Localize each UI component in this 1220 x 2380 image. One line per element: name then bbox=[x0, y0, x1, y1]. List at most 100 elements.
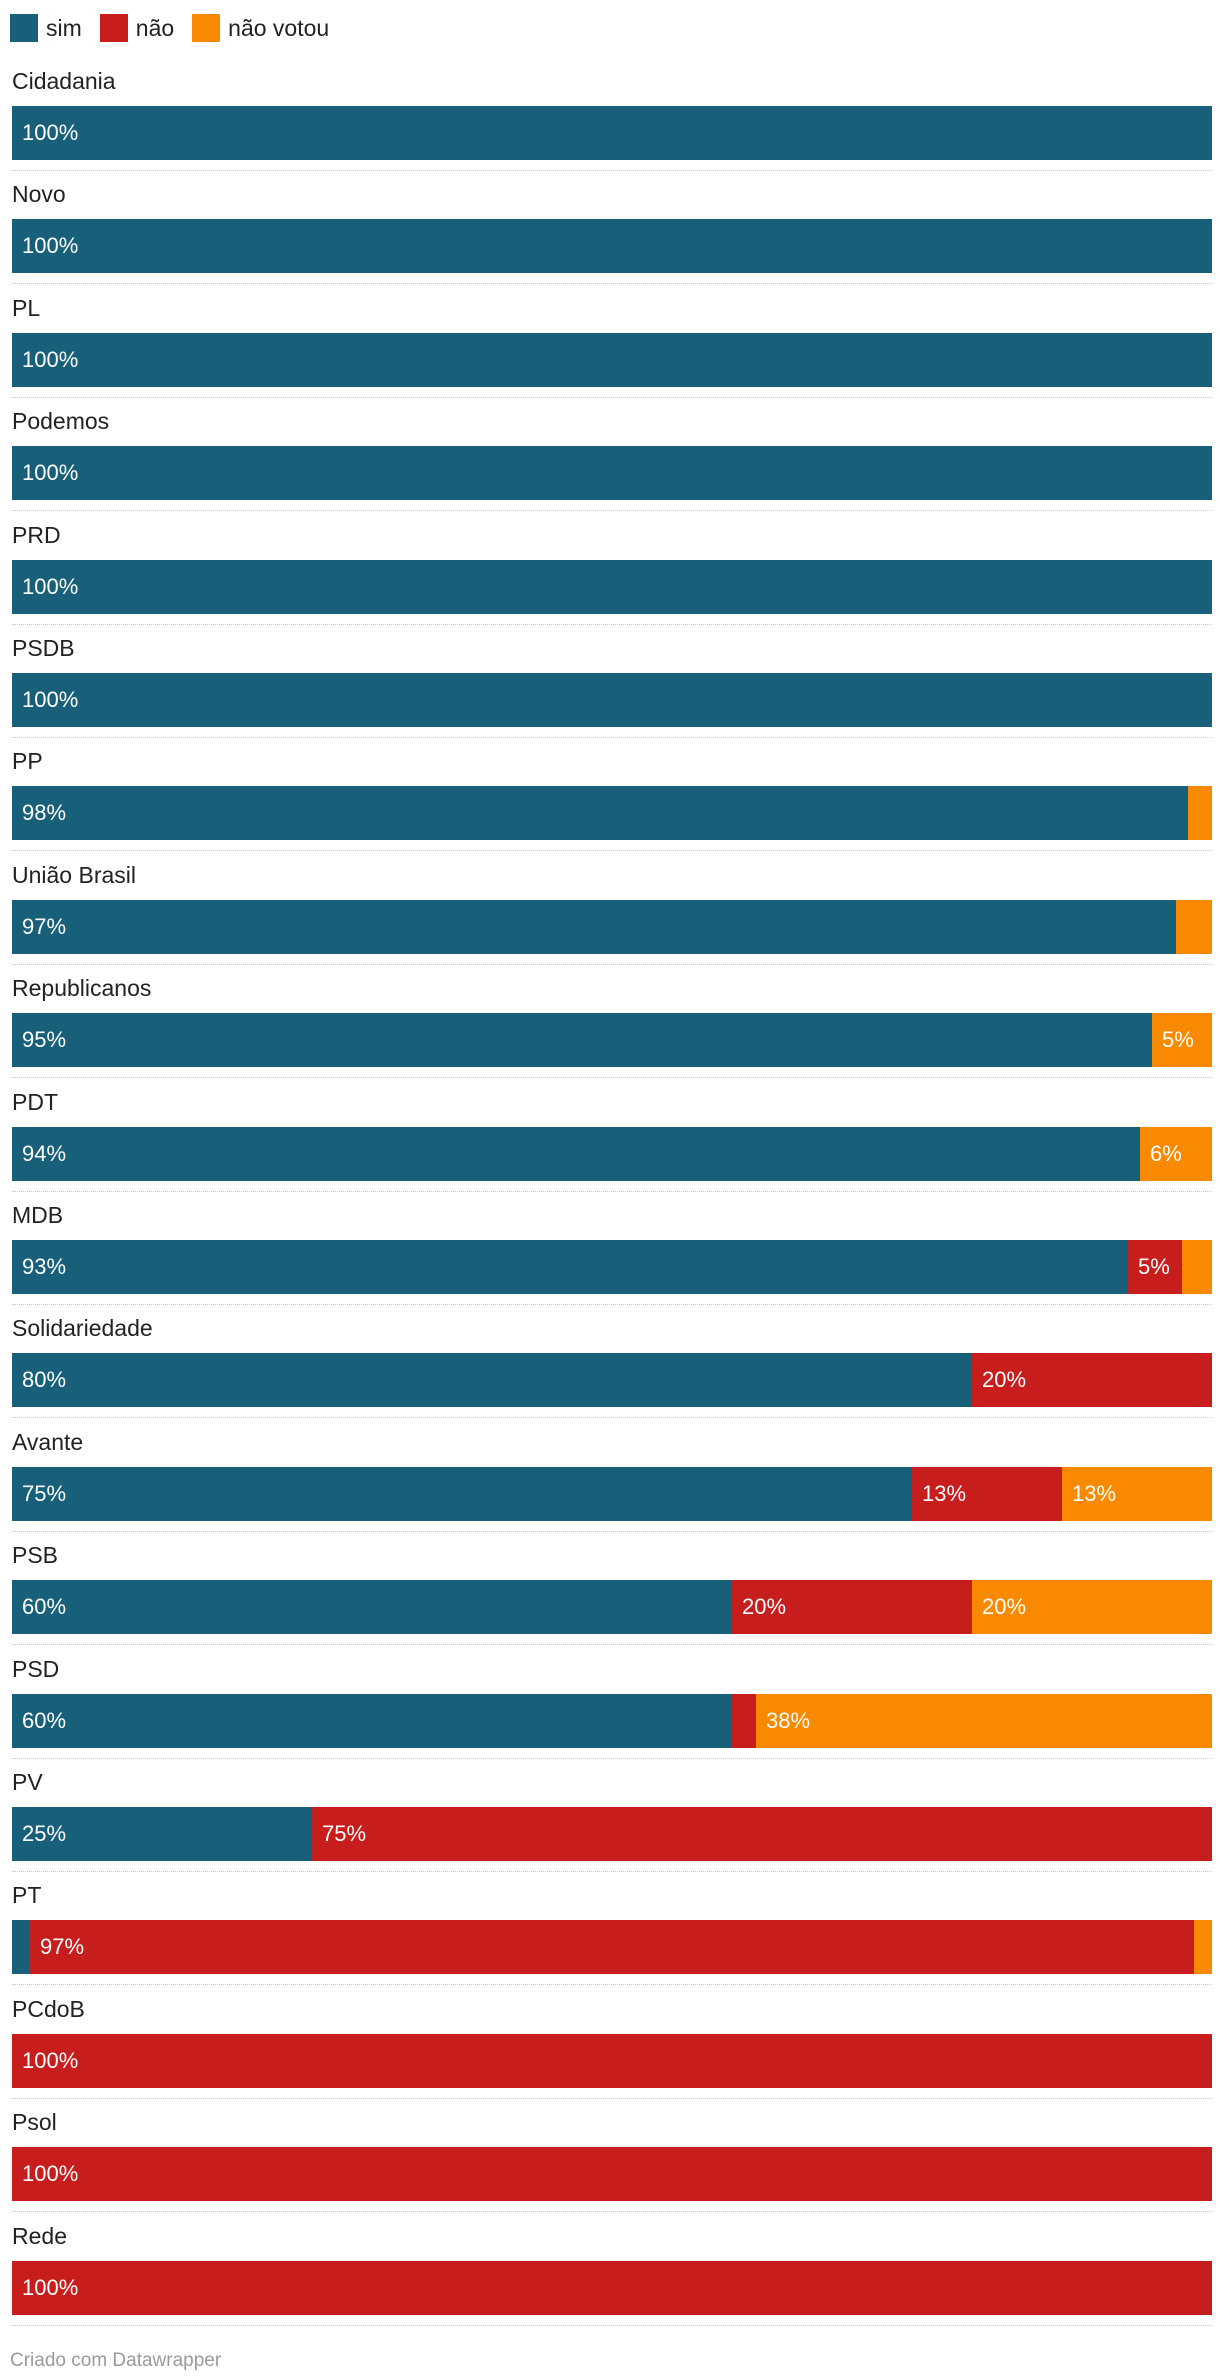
bar-segment-nao-solidariedade[interactable] bbox=[972, 1353, 1212, 1408]
bar-psb: 60% 20% 20% bbox=[12, 1580, 1212, 1635]
category-label-psd: PSD bbox=[12, 1655, 60, 1682]
legend-item-nao[interactable]: não bbox=[99, 14, 174, 42]
bar-segment-nao-psb[interactable] bbox=[732, 1580, 973, 1635]
row-separator bbox=[12, 1530, 1212, 1532]
bar-segment-sim-uniao-brasil[interactable] bbox=[12, 899, 1177, 954]
bar-segment-nao-pt[interactable] bbox=[30, 1920, 1195, 1975]
bar-novo: 100% bbox=[12, 219, 1212, 274]
row-separator bbox=[12, 1417, 1212, 1419]
bar-pp: 98% bbox=[12, 786, 1212, 841]
legend-item-nao-votou[interactable]: não votou bbox=[192, 14, 329, 42]
bar-segment-nao-rede[interactable] bbox=[12, 2260, 1212, 2315]
row-separator bbox=[12, 2211, 1212, 2213]
bar-segment-nao-votou-avante[interactable] bbox=[1062, 1466, 1212, 1521]
bar-segment-sim-novo[interactable] bbox=[12, 219, 1212, 274]
category-label-pcdob: PCdoB bbox=[12, 1995, 85, 2022]
bar-solidariedade: 80% 20% bbox=[12, 1353, 1212, 1408]
bar-segment-sim-psdb[interactable] bbox=[12, 673, 1212, 727]
bar-avante: 75% 13% 13% bbox=[12, 1466, 1212, 1521]
row-separator bbox=[12, 170, 1212, 171]
bar-rede: 100% bbox=[12, 2260, 1212, 2315]
bar-segment-nao-pcdob[interactable] bbox=[12, 2033, 1212, 2088]
row-separator bbox=[12, 1077, 1212, 1079]
data-label-sim-mdb: 93% bbox=[22, 1254, 67, 1279]
data-label-nao-votou-avante: 13% bbox=[1072, 1480, 1117, 1506]
row-separator bbox=[12, 283, 1212, 285]
bar-prd: 100% bbox=[12, 559, 1212, 614]
bar-psd: 60% 38% bbox=[12, 1693, 1212, 1748]
data-label-sim-psb: 60% bbox=[22, 1594, 67, 1620]
bar-segment-nao-votou-psb[interactable] bbox=[972, 1580, 1212, 1635]
bar-segment-nao-votou-republicanos[interactable] bbox=[1152, 1013, 1212, 1068]
bar-segment-sim-pt[interactable] bbox=[12, 1920, 31, 1975]
bar-segment-sim-cidadania[interactable] bbox=[12, 106, 1212, 160]
category-label-uniao-brasil: União Brasil bbox=[12, 861, 136, 888]
data-label-nao-pv: 75% bbox=[322, 1821, 367, 1846]
bar-segment-nao-votou-psd[interactable] bbox=[756, 1693, 1212, 1748]
legend-swatch-sim bbox=[10, 14, 38, 42]
data-label-nao-psol: 100% bbox=[22, 2161, 79, 2187]
data-label-sim-pl: 100% bbox=[22, 346, 79, 372]
bar-segment-sim-psb[interactable] bbox=[12, 1580, 733, 1635]
data-label-nao-pcdob: 100% bbox=[22, 2047, 79, 2073]
row-separator bbox=[12, 1644, 1212, 1646]
legend-swatch-nao bbox=[99, 14, 128, 42]
category-label-psdb: PSDB bbox=[12, 635, 75, 661]
bar-segment-sim-pl[interactable] bbox=[12, 332, 1212, 387]
bar-segment-sim-podemos[interactable] bbox=[12, 446, 1212, 501]
bar-segment-nao-psol[interactable] bbox=[12, 2147, 1212, 2202]
data-label-nao-avante: 13% bbox=[922, 1480, 967, 1506]
category-label-pp: PP bbox=[12, 748, 43, 775]
bar-segment-sim-republicanos[interactable] bbox=[12, 1013, 1153, 1068]
row-separator bbox=[12, 1757, 1212, 1759]
bar-segment-nao-mdb[interactable] bbox=[1128, 1240, 1183, 1294]
row-separator bbox=[12, 510, 1212, 512]
bar-segment-nao-votou-pdt[interactable] bbox=[1140, 1126, 1212, 1181]
category-label-novo: Novo bbox=[12, 181, 66, 208]
data-label-nao-votou-pdt: 6% bbox=[1150, 1140, 1182, 1166]
data-label-sim-podemos: 100% bbox=[22, 460, 79, 486]
bar-republicanos: 95% 5% bbox=[12, 1013, 1212, 1068]
bar-segment-nao-avante[interactable] bbox=[912, 1466, 1063, 1521]
data-label-sim-solidariedade: 80% bbox=[22, 1367, 67, 1393]
category-label-pdt: PDT bbox=[12, 1088, 58, 1115]
row-separator bbox=[12, 1871, 1212, 1872]
category-label-podemos: Podemos bbox=[12, 408, 110, 435]
bar-segment-sim-mdb[interactable] bbox=[12, 1240, 1129, 1294]
bar-psol: 100% bbox=[12, 2147, 1212, 2202]
bar-segment-nao-pv[interactable] bbox=[312, 1807, 1212, 1861]
bar-segment-sim-solidariedade[interactable] bbox=[12, 1353, 973, 1408]
data-label-sim-psdb: 100% bbox=[22, 687, 79, 712]
data-label-nao-pt: 97% bbox=[40, 1934, 85, 1960]
bar-segment-sim-psd[interactable] bbox=[12, 1693, 733, 1748]
bar-segment-nao-votou-pp[interactable] bbox=[1188, 786, 1212, 841]
legend-item-sim[interactable]: sim bbox=[10, 14, 82, 42]
bar-segment-sim-pp[interactable] bbox=[12, 786, 1189, 841]
category-label-mdb: MDB bbox=[12, 1202, 64, 1228]
bar-psdb: 100% bbox=[12, 673, 1212, 727]
row-separator bbox=[12, 737, 1212, 738]
category-label-prd: PRD bbox=[12, 521, 61, 548]
bar-segment-sim-pv[interactable] bbox=[12, 1807, 313, 1861]
bar-segment-nao-psd[interactable] bbox=[732, 1693, 757, 1748]
bar-pt: 97% bbox=[12, 1920, 1212, 1975]
data-label-sim-avante: 75% bbox=[22, 1480, 67, 1506]
bar-segment-nao-votou-uniao-brasil[interactable] bbox=[1176, 899, 1212, 954]
bar-pv: 25% 75% bbox=[12, 1807, 1212, 1861]
bar-segment-sim-prd[interactable] bbox=[12, 559, 1212, 614]
bar-segment-nao-votou-pt[interactable] bbox=[1194, 1920, 1212, 1975]
data-label-nao-mdb: 5% bbox=[1138, 1254, 1170, 1279]
category-label-pv: PV bbox=[12, 1769, 43, 1795]
data-label-sim-pdt: 94% bbox=[22, 1140, 67, 1166]
category-label-avante: Avante bbox=[12, 1428, 84, 1455]
data-label-sim-republicanos: 95% bbox=[22, 1027, 67, 1053]
row-separator bbox=[12, 2097, 1212, 2099]
bar-segment-sim-avante[interactable] bbox=[12, 1466, 913, 1521]
stacked-bar-chart: Cidadania 100% Novo 100% PL 100% Podemos 100% PR… bbox=[12, 68, 1212, 2326]
legend-label-nao-votou: não votou bbox=[228, 14, 330, 41]
category-label-solidariedade: Solidariedade bbox=[12, 1315, 153, 1342]
data-label-nao-votou-psb: 20% bbox=[982, 1594, 1027, 1620]
bar-segment-nao-votou-mdb[interactable] bbox=[1182, 1240, 1212, 1294]
bar-segment-sim-pdt[interactable] bbox=[12, 1126, 1141, 1181]
data-label-nao-rede: 100% bbox=[22, 2274, 79, 2300]
